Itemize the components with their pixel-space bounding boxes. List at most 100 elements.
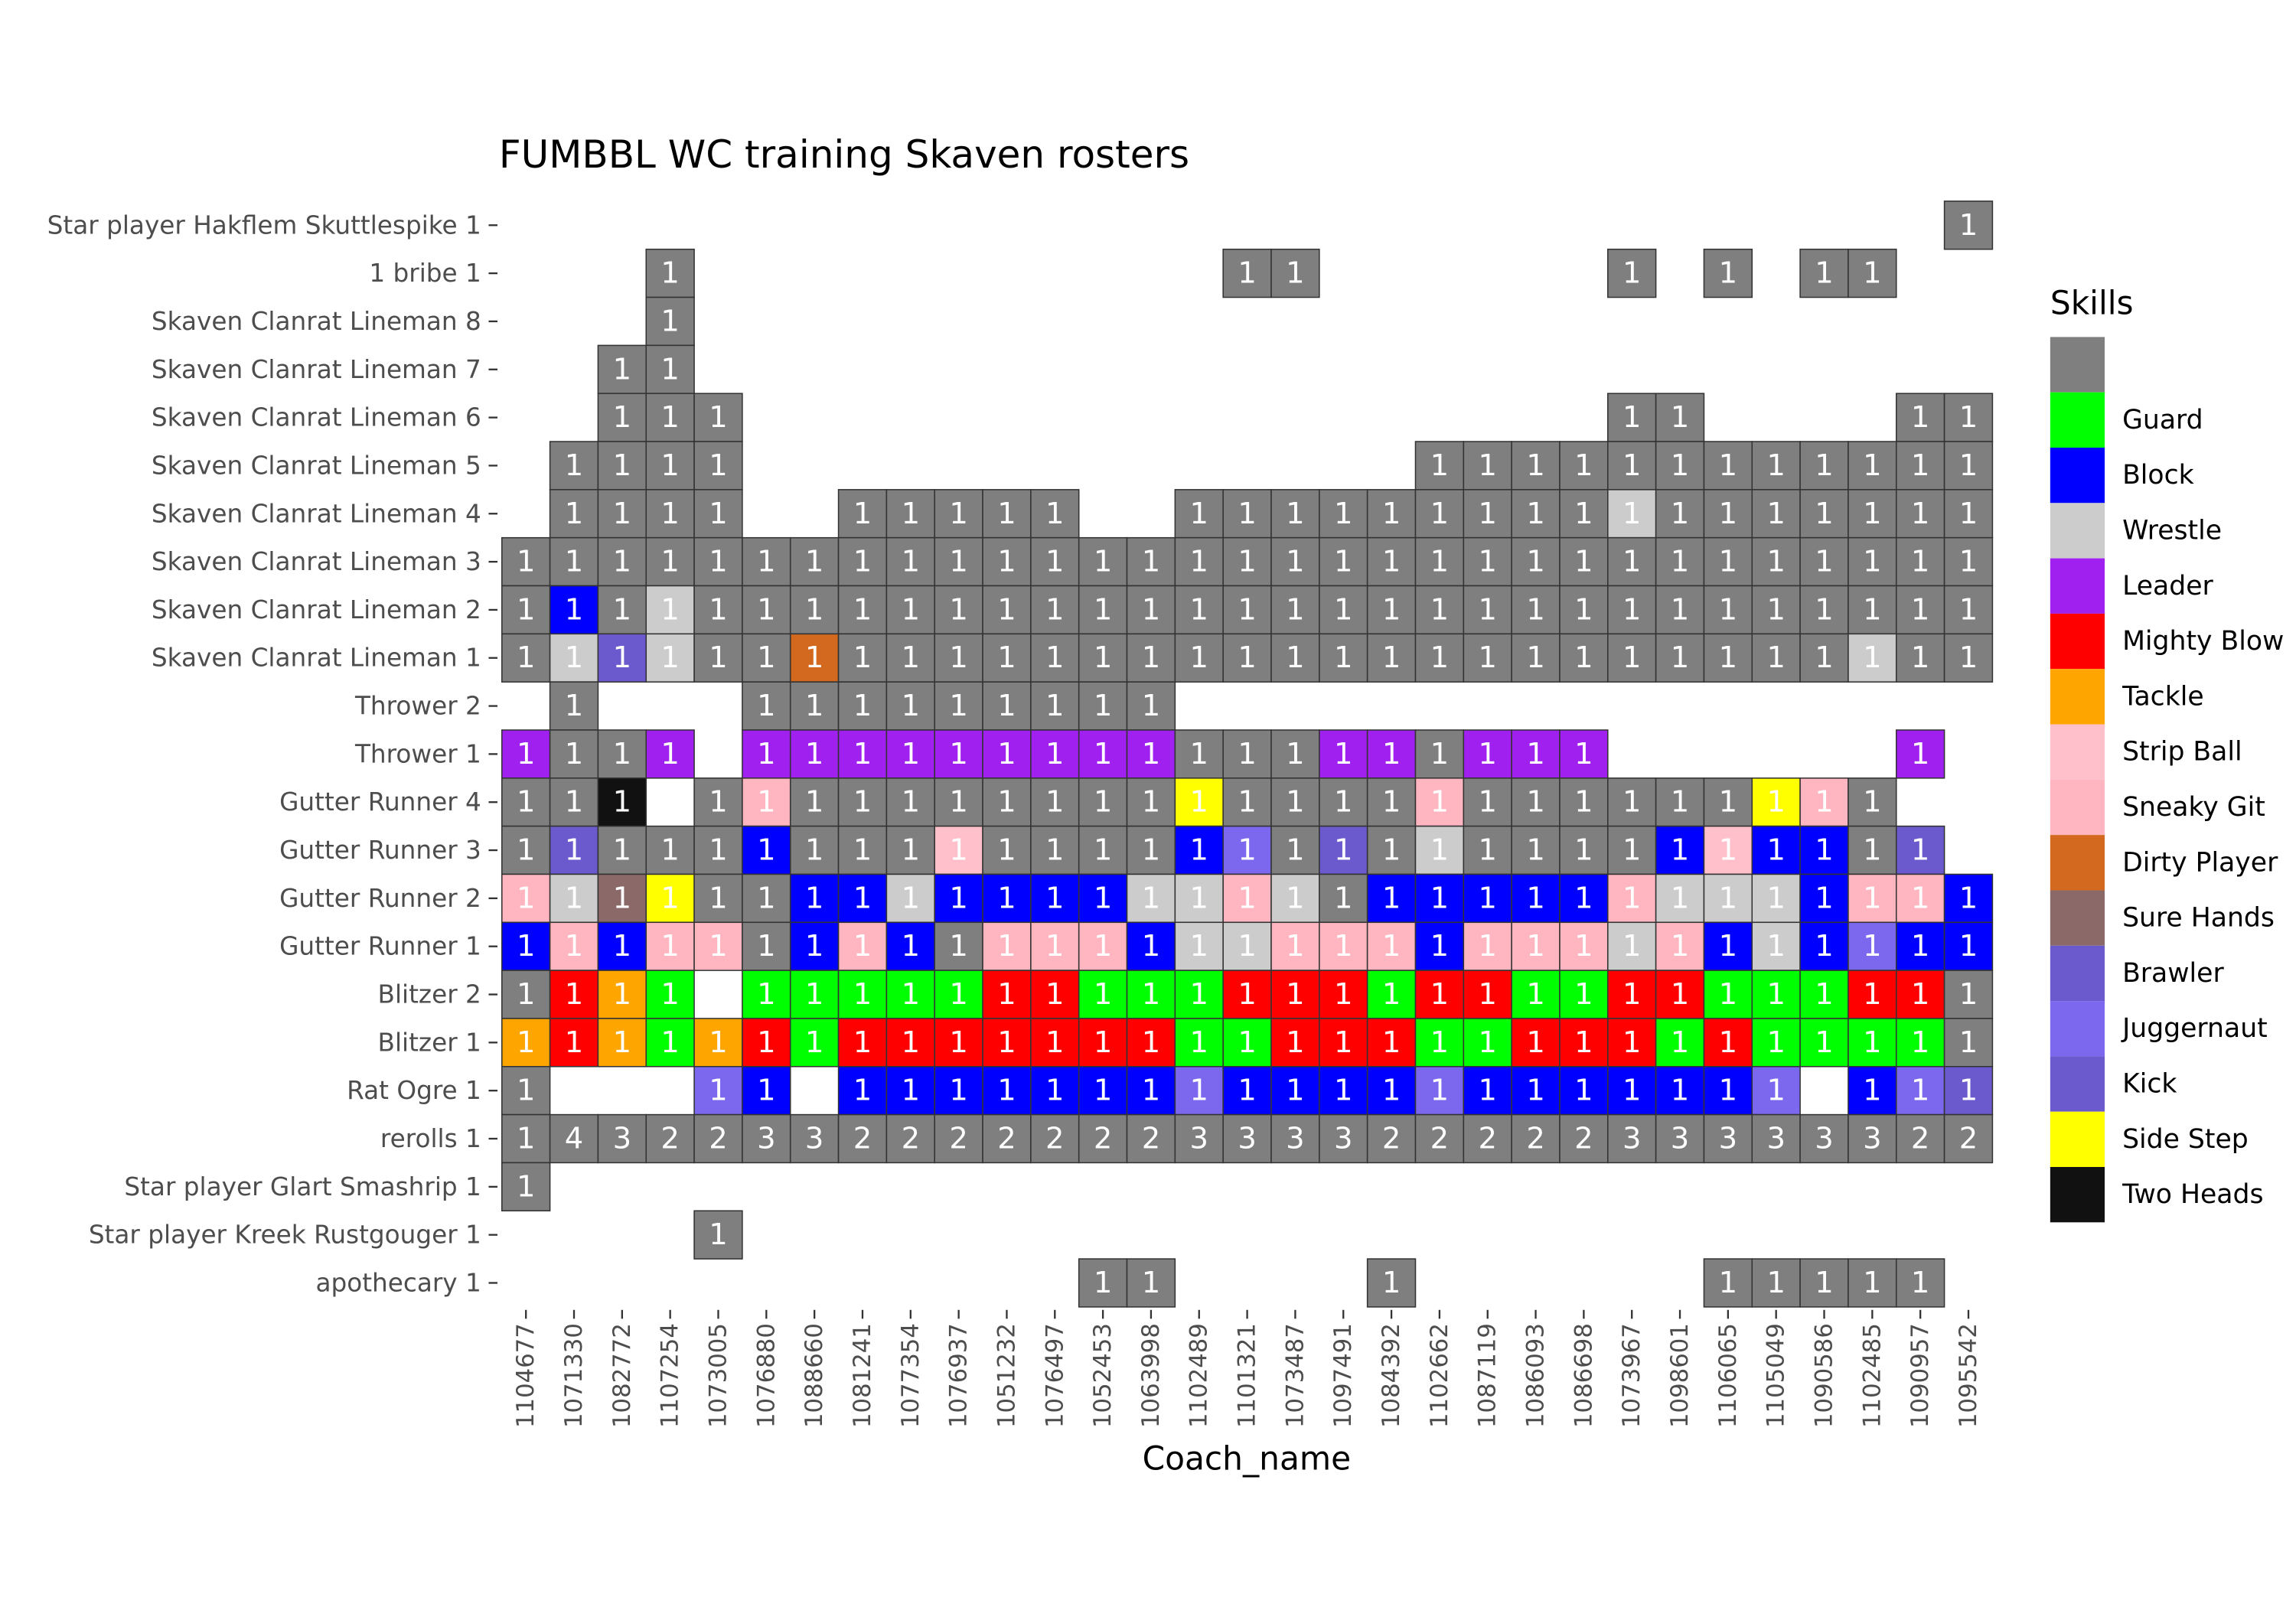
legend-key	[2050, 1056, 2105, 1112]
tile-label: 1	[1142, 641, 1160, 675]
tile-label: 2	[949, 1122, 967, 1156]
tile	[885, 970, 935, 1019]
tile-label: 1	[709, 1217, 727, 1252]
tile-label: 1	[1478, 448, 1496, 483]
tile	[742, 777, 791, 827]
tile	[837, 777, 888, 827]
tile	[1607, 393, 1657, 442]
tile	[1703, 536, 1753, 587]
tile	[645, 344, 695, 394]
tile	[1655, 873, 1705, 924]
x-tick-label: 1106065	[1714, 1323, 1742, 1428]
tile-label: 1	[1045, 641, 1064, 675]
tile-label: 1	[1238, 256, 1256, 291]
tile-label: 1	[709, 833, 727, 868]
tile-label: 1	[1430, 737, 1449, 771]
tile-label: 1	[1815, 1025, 1833, 1060]
y-tick-label: Skaven Clanrat Lineman 7	[152, 355, 481, 384]
tile	[597, 921, 647, 971]
tile-label: 1	[1815, 929, 1833, 963]
tile-label: 1	[902, 1074, 920, 1108]
tile-label: 4	[565, 1122, 583, 1156]
tile	[1270, 873, 1320, 924]
tile	[1559, 921, 1609, 971]
tile-label: 1	[613, 497, 631, 531]
tile-label: 1	[1238, 545, 1256, 579]
tile	[837, 1066, 888, 1116]
tile	[1751, 536, 1801, 587]
tile	[597, 777, 647, 827]
tile	[1174, 921, 1224, 971]
tile-label: 1	[1863, 785, 1881, 820]
tile	[934, 681, 983, 731]
tile-label: 1	[1863, 1025, 1881, 1060]
tile	[885, 729, 935, 779]
tile-label: 1	[1526, 737, 1544, 771]
tile	[1174, 1018, 1224, 1068]
tile	[597, 873, 647, 924]
tile	[1511, 536, 1561, 587]
tile-label: 1	[1623, 977, 1641, 1012]
tile	[1126, 585, 1176, 635]
tile	[1463, 633, 1512, 683]
tile	[1463, 441, 1512, 491]
tile-label: 1	[1815, 785, 1833, 820]
tile-label: 1	[997, 929, 1016, 963]
tile-label: 1	[997, 737, 1016, 771]
tile-label: 1	[853, 785, 872, 820]
tile	[1366, 1018, 1417, 1068]
tile	[1559, 489, 1609, 539]
tile	[1222, 921, 1272, 971]
y-tick-label: Gutter Runner 4	[279, 787, 481, 817]
tile-label: 1	[1719, 1266, 1737, 1300]
tile	[1222, 970, 1272, 1019]
tile	[1703, 585, 1753, 635]
tile	[1799, 585, 1849, 635]
tile	[1751, 1113, 1801, 1164]
tile-label: 1	[565, 497, 583, 531]
tile	[597, 489, 647, 539]
tile-label: 3	[757, 1122, 775, 1156]
tile-label: 2	[1382, 1122, 1401, 1156]
tile-label: 1	[1142, 833, 1160, 868]
tile-label: 1	[1094, 737, 1112, 771]
legend-key	[2050, 1001, 2105, 1057]
tile	[1848, 585, 1897, 635]
tile-label: 3	[1719, 1122, 1737, 1156]
tile	[789, 1113, 840, 1164]
tile	[1126, 633, 1176, 683]
tile-label: 1	[1766, 497, 1785, 531]
tile	[934, 970, 983, 1019]
tile-label: 1	[1478, 497, 1496, 531]
tile-label: 1	[757, 977, 775, 1012]
tile	[1270, 585, 1320, 635]
tile-label: 1	[660, 256, 679, 291]
tile-label: 1	[1959, 929, 1978, 963]
tile	[1848, 873, 1897, 924]
tile-label: 3	[1623, 1122, 1641, 1156]
tile-label: 1	[997, 1074, 1016, 1108]
tile-label: 1	[1334, 977, 1352, 1012]
tile-label: 1	[613, 545, 631, 579]
tile	[1607, 1066, 1657, 1116]
tile-label: 1	[1623, 545, 1641, 579]
tile	[1848, 441, 1897, 491]
tile-label: 1	[1574, 592, 1593, 627]
tile-label: 1	[1142, 1025, 1160, 1060]
tile-label: 1	[1045, 977, 1064, 1012]
tile-label: 1	[1045, 833, 1064, 868]
tile-label: 1	[1911, 400, 1929, 435]
y-tick-label: Star player Hakflem Skuttlespike 1	[47, 210, 481, 240]
tile-label: 1	[660, 592, 679, 627]
tile-label: 1	[1142, 785, 1160, 820]
tile-label: 1	[757, 641, 775, 675]
tile-label: 1	[1478, 929, 1496, 963]
tile	[1943, 633, 1994, 683]
tile	[549, 585, 599, 635]
tile	[1703, 921, 1753, 971]
tile-label: 1	[1430, 1074, 1449, 1108]
tile-label: 1	[1142, 1266, 1160, 1300]
tile-label: 1	[1526, 497, 1544, 531]
x-tick-label: 1102662	[1426, 1323, 1453, 1428]
tile-label: 1	[853, 641, 872, 675]
